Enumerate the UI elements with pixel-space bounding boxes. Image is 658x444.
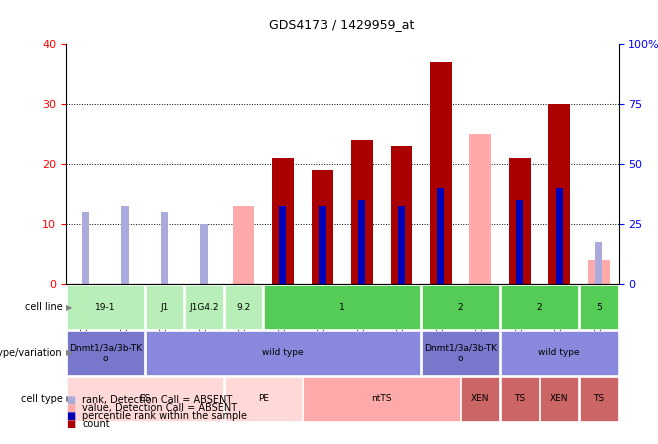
Bar bbox=[303, 377, 460, 421]
Bar bbox=[595, 242, 602, 284]
Text: ■: ■ bbox=[66, 403, 75, 413]
Text: ■: ■ bbox=[66, 411, 75, 421]
Bar bbox=[398, 206, 405, 284]
Text: 2: 2 bbox=[537, 303, 542, 312]
Bar bbox=[509, 159, 530, 284]
Bar bbox=[430, 63, 451, 284]
Text: 19-1: 19-1 bbox=[95, 303, 116, 312]
Text: wild type: wild type bbox=[262, 349, 304, 357]
Text: J1: J1 bbox=[161, 303, 168, 312]
Text: 9.2: 9.2 bbox=[236, 303, 251, 312]
Text: rank, Detection Call = ABSENT: rank, Detection Call = ABSENT bbox=[82, 395, 232, 405]
Bar bbox=[319, 206, 326, 284]
Text: ES: ES bbox=[139, 394, 151, 403]
Text: value, Detection Call = ABSENT: value, Detection Call = ABSENT bbox=[82, 403, 238, 413]
Bar bbox=[280, 206, 286, 284]
Bar bbox=[588, 260, 609, 284]
Text: Dnmt1/3a/3b-TK
o: Dnmt1/3a/3b-TK o bbox=[68, 343, 142, 363]
Bar bbox=[351, 140, 372, 284]
Bar bbox=[501, 377, 539, 421]
Bar bbox=[556, 188, 563, 284]
Text: ▶: ▶ bbox=[66, 349, 72, 357]
Text: TS: TS bbox=[594, 394, 604, 403]
Bar bbox=[501, 331, 618, 375]
Text: ntTS: ntTS bbox=[371, 394, 392, 403]
Text: percentile rank within the sample: percentile rank within the sample bbox=[82, 411, 247, 421]
Bar bbox=[580, 285, 618, 329]
Text: ▶: ▶ bbox=[66, 394, 72, 403]
Bar bbox=[66, 377, 223, 421]
Text: J1G4.2: J1G4.2 bbox=[190, 303, 218, 312]
Text: count: count bbox=[82, 419, 110, 429]
Bar bbox=[580, 377, 618, 421]
Text: wild type: wild type bbox=[538, 349, 580, 357]
Text: PE: PE bbox=[258, 394, 268, 403]
Bar bbox=[66, 285, 144, 329]
Text: genotype/variation: genotype/variation bbox=[0, 348, 63, 358]
Bar bbox=[312, 170, 333, 284]
Text: TS: TS bbox=[515, 394, 525, 403]
Bar bbox=[461, 377, 499, 421]
Bar bbox=[224, 377, 302, 421]
Bar bbox=[390, 147, 412, 284]
Bar bbox=[438, 188, 444, 284]
Bar bbox=[264, 285, 420, 329]
Text: GDS4173 / 1429959_at: GDS4173 / 1429959_at bbox=[270, 18, 415, 31]
Bar bbox=[185, 285, 223, 329]
Text: XEN: XEN bbox=[471, 394, 490, 403]
Text: 2: 2 bbox=[458, 303, 463, 312]
Text: cell line: cell line bbox=[25, 302, 63, 312]
Bar bbox=[517, 200, 523, 284]
Bar bbox=[469, 134, 491, 284]
Text: 1: 1 bbox=[340, 303, 345, 312]
Bar bbox=[272, 159, 293, 284]
Text: ■: ■ bbox=[66, 419, 75, 429]
Text: ▶: ▶ bbox=[66, 303, 72, 312]
Bar bbox=[501, 285, 578, 329]
Bar bbox=[224, 285, 263, 329]
Bar bbox=[201, 224, 207, 284]
Bar bbox=[66, 331, 144, 375]
Bar bbox=[82, 212, 89, 284]
Text: cell type: cell type bbox=[20, 394, 63, 404]
Bar bbox=[145, 285, 184, 329]
Bar bbox=[540, 377, 578, 421]
Bar bbox=[549, 104, 570, 284]
Text: XEN: XEN bbox=[550, 394, 569, 403]
Bar bbox=[233, 206, 254, 284]
Bar bbox=[161, 212, 168, 284]
Bar bbox=[145, 331, 420, 375]
Text: 5: 5 bbox=[596, 303, 601, 312]
Bar bbox=[122, 206, 128, 284]
Bar bbox=[422, 331, 499, 375]
Bar bbox=[422, 285, 499, 329]
Text: ■: ■ bbox=[66, 395, 75, 405]
Bar bbox=[359, 200, 365, 284]
Text: Dnmt1/3a/3b-TK
o: Dnmt1/3a/3b-TK o bbox=[424, 343, 497, 363]
